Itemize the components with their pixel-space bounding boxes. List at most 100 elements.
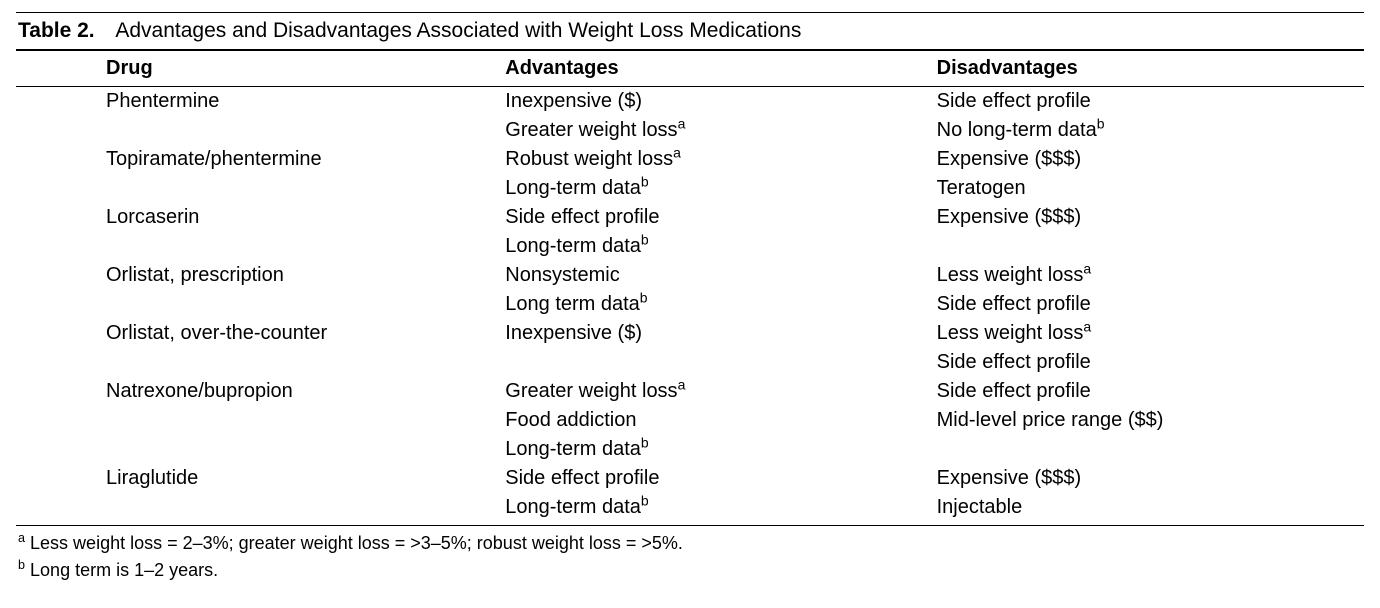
advantage-text: Long-term datab: [505, 175, 928, 202]
cell-advantage: Long-term datab: [501, 232, 932, 261]
advantage-text: Nonsystemic: [505, 262, 928, 289]
cell-drug: [16, 493, 501, 526]
cell-drug: Orlistat, over-the-counter: [16, 319, 501, 348]
footnote-marker: a: [18, 531, 25, 545]
cell-advantage: Inexpensive ($): [501, 319, 932, 348]
cell-drug: [16, 406, 501, 435]
disadvantage-text: Expensive ($$$): [937, 465, 1360, 492]
cell-disadvantage: [933, 232, 1364, 261]
table-row: Natrexone/bupropionGreater weight lossa S…: [16, 377, 1364, 406]
disadvantage-text: Side effect profile: [937, 291, 1360, 318]
cell-drug: [16, 435, 501, 464]
cell-advantage: Greater weight lossa: [501, 377, 932, 406]
cell-disadvantage: Less weight lossa: [933, 319, 1364, 348]
table-row: PhentermineInexpensive ($) Side effect pr…: [16, 87, 1364, 117]
cell-drug: [16, 116, 501, 145]
footnote-marker: a: [678, 115, 686, 131]
cell-disadvantage: Side effect profile: [933, 348, 1364, 377]
footnote-marker: b: [641, 492, 649, 508]
disadvantage-text: Side effect profile: [937, 378, 1360, 405]
advantage-text: Inexpensive ($): [505, 88, 928, 115]
footnote-marker: b: [18, 558, 25, 572]
footnote: b Long term is 1–2 years.: [18, 557, 1362, 584]
col-header-advantages: Advantages: [501, 51, 932, 87]
cell-disadvantage: Expensive ($$$): [933, 203, 1364, 232]
footnote-marker: b: [641, 173, 649, 189]
cell-drug: [16, 348, 501, 377]
cell-drug: [16, 232, 501, 261]
table-row: Long-term datab: [16, 232, 1364, 261]
footnote-text: Long term is 1–2 years.: [30, 560, 218, 580]
cell-drug: Phentermine: [16, 87, 501, 117]
disadvantage-text: Teratogen: [937, 175, 1360, 202]
cell-disadvantage: Expensive ($$$): [933, 464, 1364, 493]
col-header-drug: Drug: [16, 51, 501, 87]
disadvantage-text: Mid-level price range ($$): [937, 407, 1360, 434]
cell-disadvantage: Less weight lossa: [933, 261, 1364, 290]
cell-disadvantage: Side effect profile: [933, 87, 1364, 117]
advantage-text: Robust weight lossa: [505, 146, 928, 173]
footnote-marker: a: [1083, 318, 1091, 334]
advantage-text: Greater weight lossa: [505, 117, 928, 144]
advantage-text: Side effect profile: [505, 465, 928, 492]
table-row: Side effect profile: [16, 348, 1364, 377]
disadvantage-text: Expensive ($$$): [937, 204, 1360, 231]
cell-disadvantage: Injectable: [933, 493, 1364, 526]
footnote-marker: a: [1083, 260, 1091, 276]
footnote-marker: b: [641, 231, 649, 247]
advantage-text: Inexpensive ($): [505, 320, 928, 347]
table-row: Long-term datab Teratogen: [16, 174, 1364, 203]
disadvantage-text: Expensive ($$$): [937, 146, 1360, 173]
table-row: Orlistat, prescriptionNonsystemicLess we…: [16, 261, 1364, 290]
table-row: LorcaserinSide effect profileExpensive (…: [16, 203, 1364, 232]
cell-disadvantage: Expensive ($$$): [933, 145, 1364, 174]
table-row: Orlistat, over-the-counterInexpensive ($…: [16, 319, 1364, 348]
cell-advantage: Side effect profile: [501, 464, 932, 493]
advantage-text: Long-term datab: [505, 233, 928, 260]
footnotes: a Less weight loss = 2–3%; greater weigh…: [16, 526, 1364, 584]
table-row: Long term datab Side effect profile: [16, 290, 1364, 319]
cell-drug: Lorcaserin: [16, 203, 501, 232]
cell-drug: Orlistat, prescription: [16, 261, 501, 290]
advantage-text: Food addiction: [505, 407, 928, 434]
cell-disadvantage: Side effect profile: [933, 290, 1364, 319]
advantage-text: Long-term datab: [505, 436, 928, 463]
cell-advantage: Side effect profile: [501, 203, 932, 232]
cell-advantage: Nonsystemic: [501, 261, 932, 290]
advantage-text: Long term datab: [505, 291, 928, 318]
footnote-marker: b: [640, 289, 648, 305]
table-row: Long-term datab Injectable: [16, 493, 1364, 526]
cell-disadvantage: No long-term datab: [933, 116, 1364, 145]
advantage-text: Greater weight lossa: [505, 378, 928, 405]
disadvantage-text: Less weight lossa: [937, 320, 1360, 347]
col-header-disadvantages: Disadvantages: [933, 51, 1364, 87]
cell-drug: [16, 174, 501, 203]
cell-drug: [16, 290, 501, 319]
footnote-marker: a: [673, 144, 681, 160]
cell-advantage: [501, 348, 932, 377]
cell-drug: Topiramate/phentermine: [16, 145, 501, 174]
cell-drug: Liraglutide: [16, 464, 501, 493]
footnote: a Less weight loss = 2–3%; greater weigh…: [18, 530, 1362, 557]
cell-advantage: Robust weight lossa: [501, 145, 932, 174]
table-row: Food addiction Mid-level price range ($$): [16, 406, 1364, 435]
cell-disadvantage: Mid-level price range ($$): [933, 406, 1364, 435]
cell-drug: Natrexone/bupropion: [16, 377, 501, 406]
cell-advantage: Food addiction: [501, 406, 932, 435]
disadvantage-text: Side effect profile: [937, 88, 1360, 115]
medications-table: Table 2. Advantages and Disadvantages As…: [16, 12, 1364, 584]
table-caption: Advantages and Disadvantages Associated …: [115, 19, 801, 42]
advantage-text: Long-term datab: [505, 494, 928, 521]
table-header-row: Drug Advantages Disadvantages: [16, 51, 1364, 87]
cell-advantage: Long-term datab: [501, 174, 932, 203]
disadvantage-text: Injectable: [937, 494, 1360, 521]
footnote-marker: b: [1097, 115, 1105, 131]
cell-advantage: Long-term datab: [501, 435, 932, 464]
table-row: Greater weight lossaNo long-term datab: [16, 116, 1364, 145]
table-row: Long-term datab: [16, 435, 1364, 464]
cell-disadvantage: Side effect profile: [933, 377, 1364, 406]
cell-disadvantage: Teratogen: [933, 174, 1364, 203]
table-label: Table 2.: [18, 19, 95, 42]
footnote-marker: b: [641, 434, 649, 450]
cell-disadvantage: [933, 435, 1364, 464]
